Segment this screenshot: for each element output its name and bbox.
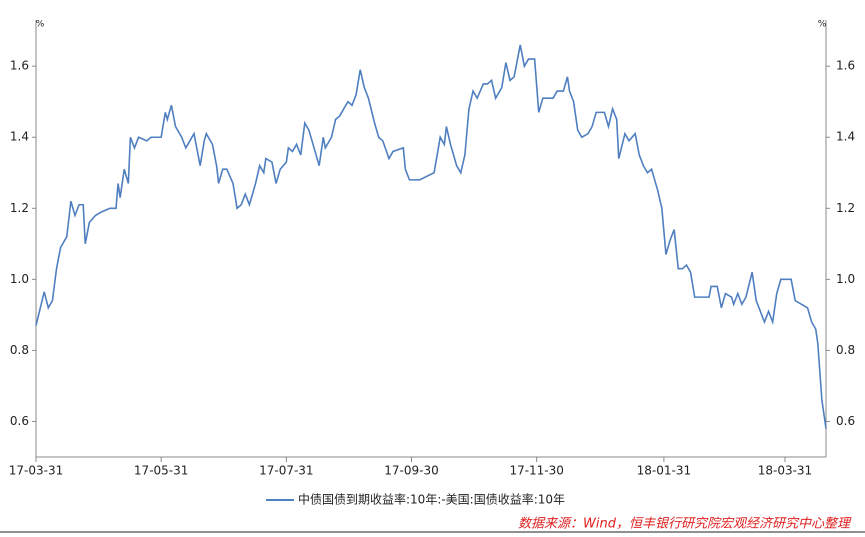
- y-unit: %: [36, 20, 45, 30]
- y-tick-label: 0.8: [10, 343, 29, 357]
- x-tick-label: 17-03-31: [9, 464, 63, 478]
- source-note: 数据来源：Wind，恒丰银行研究院宏观经济研究中心整理: [518, 516, 852, 532]
- y-tick-label: 1.2: [10, 201, 29, 215]
- x-tick-label: 17-11-30: [509, 464, 563, 478]
- y2-tick-label: 1.6: [836, 59, 855, 73]
- y2-tick-label: 1.2: [836, 201, 855, 215]
- y-tick-label: 1.0: [10, 272, 29, 286]
- x-tick-label: 18-01-31: [637, 464, 691, 478]
- y2-tick-label: 1.4: [836, 130, 855, 144]
- y-tick-label: 1.4: [10, 130, 29, 144]
- legend-label: 中债国债到期收益率:10年:-美国:国债收益率:10年: [298, 492, 565, 507]
- y2-tick-label: 0.6: [836, 414, 855, 428]
- x-tick-label: 17-05-31: [134, 464, 188, 478]
- y2-tick-label: 0.8: [836, 343, 855, 357]
- series-line: [35, 44, 827, 429]
- x-tick-label: 17-07-31: [259, 464, 313, 478]
- y2-tick-label: 1.0: [836, 272, 855, 286]
- x-tick-label: 17-09-30: [384, 464, 438, 478]
- y2-unit: %: [818, 20, 827, 30]
- y-tick-label: 0.6: [10, 414, 29, 428]
- y-tick-label: 1.6: [10, 59, 29, 73]
- x-tick-label: 18-03-31: [758, 464, 812, 478]
